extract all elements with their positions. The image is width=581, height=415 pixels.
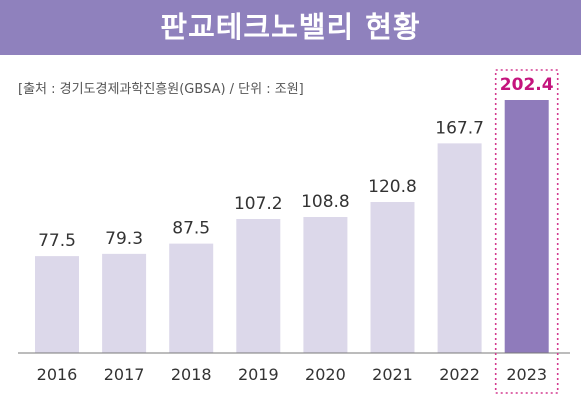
bar-2019	[236, 219, 281, 353]
value-label-2021: 120.8	[368, 177, 417, 197]
bar-2018	[169, 243, 214, 353]
x-tick-label-2018: 2018	[171, 365, 212, 384]
value-label-2022: 167.7	[435, 118, 484, 138]
bar-2020	[303, 217, 348, 353]
page-title: 판교테크노밸리 현황	[160, 10, 421, 44]
source-note: [출처 : 경기도경제과학진흥원(GBSA) / 단위 : 조원]	[18, 82, 304, 97]
value-label-2023: 202.4	[500, 75, 554, 95]
bar-2021	[370, 202, 415, 353]
x-tick-label-2016: 2016	[37, 365, 78, 384]
value-label-2016: 77.5	[38, 231, 76, 251]
x-tick-label-2023: 2023	[506, 365, 547, 384]
value-label-2018: 87.5	[172, 219, 210, 239]
bar-2016	[35, 256, 79, 353]
value-label-2020: 108.8	[301, 192, 350, 212]
x-tick-label-2017: 2017	[104, 365, 145, 384]
x-tick-label-2021: 2021	[372, 365, 413, 384]
bar-2022	[437, 143, 482, 353]
x-tick-label-2019: 2019	[238, 365, 279, 384]
x-tick-label-2020: 2020	[305, 365, 346, 384]
highlight-box	[494, 69, 559, 394]
title-banner	[0, 0, 581, 55]
x-tick-label-2022: 2022	[439, 365, 480, 384]
bar-2017	[102, 253, 147, 353]
bar-2023	[504, 100, 549, 353]
value-label-2017: 79.3	[105, 229, 143, 249]
value-label-2019: 107.2	[234, 194, 283, 214]
